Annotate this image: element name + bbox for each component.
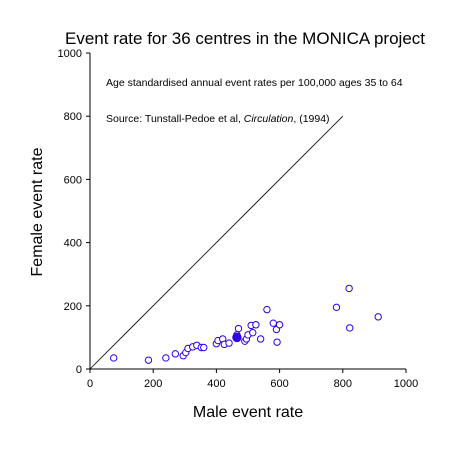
y-axis-label: Female event rate bbox=[29, 147, 46, 276]
data-point bbox=[162, 354, 170, 362]
data-point bbox=[234, 324, 243, 333]
data-point bbox=[249, 328, 257, 337]
data-point bbox=[269, 319, 277, 327]
data-point bbox=[256, 335, 265, 343]
y-tick-label: 1000 bbox=[58, 48, 82, 60]
data-point bbox=[374, 313, 382, 321]
annotation-line-1: Age standardised annual event rates per … bbox=[106, 77, 403, 89]
x-tick-label: 200 bbox=[144, 378, 162, 390]
data-point bbox=[273, 338, 281, 346]
x-tick-label: 600 bbox=[270, 378, 288, 390]
x-axis-ticks: 0 200 400 600 800 1000 bbox=[87, 369, 418, 390]
source-prefix: Source: Tunstall-Pedoe et al, bbox=[106, 113, 244, 125]
x-tick-label: 0 bbox=[87, 378, 93, 390]
reference-line bbox=[89, 115, 344, 370]
data-point bbox=[144, 356, 153, 364]
source-journal: Circulation bbox=[244, 113, 294, 125]
x-tick-label: 1000 bbox=[394, 378, 418, 390]
data-points bbox=[110, 284, 382, 364]
y-tick-label: 800 bbox=[64, 111, 82, 123]
data-point bbox=[346, 324, 354, 332]
y-tick-label: 600 bbox=[64, 174, 82, 186]
source-suffix: , (1994) bbox=[293, 113, 329, 125]
y-tick-label: 400 bbox=[64, 238, 82, 250]
data-point bbox=[110, 354, 118, 362]
data-point bbox=[225, 339, 233, 347]
plot-area: 0 200 400 600 800 1000 0 200 400 600 800 1000 Age … bbox=[58, 48, 419, 390]
data-point bbox=[252, 321, 260, 329]
y-tick-label: 200 bbox=[64, 301, 82, 313]
data-point bbox=[263, 305, 271, 314]
x-tick-label: 800 bbox=[334, 378, 352, 390]
data-point bbox=[275, 321, 284, 329]
chart-title: Event rate for 36 centres in the MONICA … bbox=[65, 29, 425, 48]
data-point bbox=[171, 350, 180, 358]
annotation-source: Source: Tunstall-Pedoe et al, Circulatio… bbox=[106, 113, 330, 125]
data-point-highlighted bbox=[232, 332, 242, 343]
y-axis-ticks: 0 200 400 600 800 1000 bbox=[58, 48, 90, 376]
x-tick-label: 400 bbox=[207, 378, 225, 390]
x-axis-label: Male event rate bbox=[193, 404, 303, 421]
data-point bbox=[345, 284, 353, 293]
data-point bbox=[332, 303, 341, 312]
y-tick-label: 0 bbox=[76, 364, 82, 376]
data-point bbox=[200, 343, 208, 352]
